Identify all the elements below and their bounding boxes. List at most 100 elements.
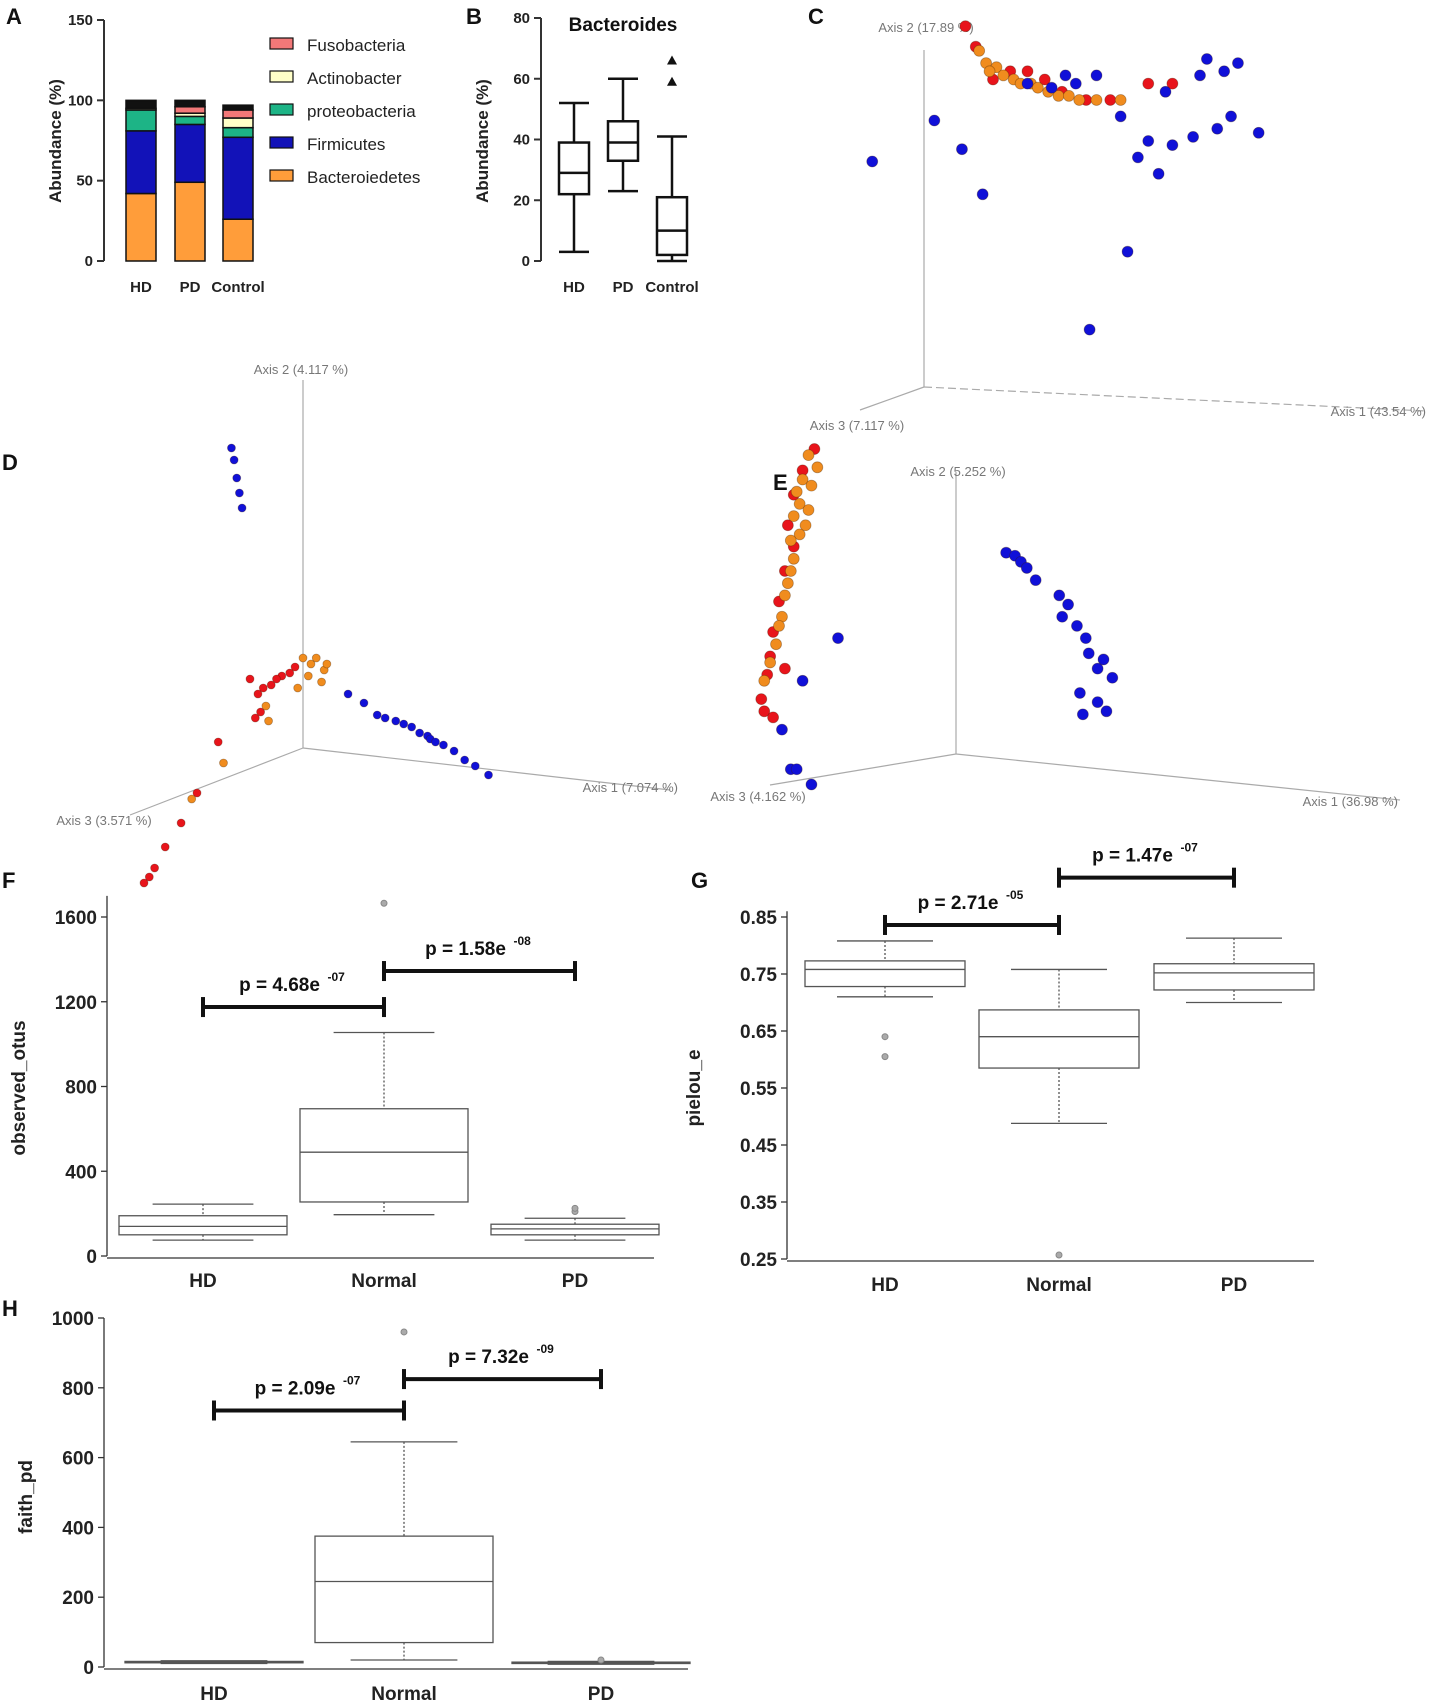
panel-a-stacked-bar-chart: 0 50 100 150 HD PD Control Abundance (%) Fusobac… <box>46 12 420 296</box>
x-tick-label: Normal <box>1026 1275 1091 1296</box>
axis-2-label: Axis 2 (17.89 %) <box>878 20 973 35</box>
y-tick-label: 100 <box>68 92 93 109</box>
outlier-point <box>380 899 388 907</box>
scatter-point <box>776 723 788 736</box>
y-tick-label: 1600 <box>55 908 97 929</box>
panel-e-pcoa-3d: Axis 2 (5.252 %) Axis 1 (36.98 %) Axis 3 (… <box>710 443 1401 809</box>
panel-label-g: G <box>691 868 708 893</box>
scatter-point <box>232 473 242 483</box>
scatter-point <box>306 659 316 669</box>
scatter-point <box>1211 122 1224 135</box>
axis-3-label: Axis 3 (7.117 %) <box>810 418 904 433</box>
axis-3-line <box>769 753 957 786</box>
y-tick-label: 200 <box>62 1588 94 1609</box>
scatter-point <box>1132 151 1144 164</box>
scatter-point <box>343 689 353 699</box>
y-tick-label: 20 <box>513 192 530 209</box>
y-tick-label: 0.85 <box>740 908 777 929</box>
scatter-point <box>1142 135 1155 147</box>
y-tick-label: 0.65 <box>740 1022 777 1043</box>
y-axis-label: Abundance (%) <box>46 79 65 203</box>
scatter-point <box>1059 69 1072 82</box>
y-tick-label: 0.45 <box>740 1136 777 1157</box>
x-tick-label: HD <box>189 1271 216 1292</box>
scatter-point <box>1029 574 1042 587</box>
y-tick-label: 60 <box>513 71 530 88</box>
scatter-point <box>781 519 794 532</box>
scatter-point <box>997 69 1010 82</box>
panel-label-f: F <box>2 868 15 893</box>
scatter-point <box>805 479 818 492</box>
y-tick-label: 0.25 <box>740 1250 777 1271</box>
scatter-point <box>234 488 244 498</box>
axis-3-line <box>129 747 304 816</box>
scatter-point <box>431 737 440 747</box>
legend-swatch <box>269 169 294 182</box>
outlier-point <box>571 1204 579 1212</box>
scatter-point <box>1063 90 1075 102</box>
box <box>299 1108 469 1203</box>
legend-swatch <box>269 37 294 50</box>
scatter-point <box>1100 705 1113 718</box>
box <box>557 141 591 196</box>
x-tick-label: PD <box>180 279 201 296</box>
outlier-point <box>667 76 677 86</box>
x-tick-label: Normal <box>371 1684 436 1705</box>
legend-swatch <box>269 103 294 116</box>
scatter-point <box>285 668 295 678</box>
y-axis-label: observed_otus <box>9 1020 30 1155</box>
outlier-point <box>667 55 677 65</box>
scatter-point <box>1038 73 1051 86</box>
scatter-point <box>311 653 321 663</box>
axis-3-line <box>859 386 925 411</box>
scatter-point <box>956 143 968 156</box>
bar-segment <box>125 99 157 110</box>
scatter-point <box>1159 85 1172 98</box>
scatter-point <box>976 188 989 201</box>
scatter-point <box>1252 126 1265 139</box>
outlier-point <box>1055 1251 1063 1259</box>
scatter-point <box>805 778 818 791</box>
scatter-point <box>811 461 824 474</box>
scatter-point <box>866 155 879 168</box>
y-tick-label: 1000 <box>52 1309 94 1330</box>
scatter-point <box>1021 65 1034 78</box>
scatter-point <box>293 683 303 693</box>
p-value-label: p = 2.09e <box>255 1378 336 1399</box>
scatter-point <box>790 485 803 498</box>
scatter-point <box>258 683 268 693</box>
scatter-point <box>767 711 779 724</box>
x-tick-label: HD <box>563 279 585 296</box>
scatter-point <box>160 842 170 852</box>
y-tick-label: 40 <box>513 132 530 149</box>
bar-segment <box>125 130 157 195</box>
bar-segment <box>222 126 254 139</box>
axis-3-label: Axis 3 (4.162 %) <box>710 789 805 804</box>
scatter-point <box>213 737 223 747</box>
bar-segment <box>125 192 157 262</box>
bar-segment <box>222 109 254 119</box>
panel-label-a: A <box>6 4 22 29</box>
scatter-point <box>372 710 382 720</box>
y-tick-label: 400 <box>65 1162 97 1183</box>
scatter-point <box>264 716 273 726</box>
scatter-point <box>1056 610 1069 623</box>
axis-1-line <box>302 747 671 791</box>
scatter-point <box>1082 647 1095 660</box>
box <box>1153 963 1315 991</box>
scatter-point <box>764 656 777 669</box>
scatter-point <box>758 705 771 718</box>
y-tick-label: 800 <box>65 1078 97 1099</box>
y-tick-label: 150 <box>68 12 93 29</box>
scatter-point <box>1090 69 1103 82</box>
scatter-point <box>1142 77 1155 90</box>
y-tick-label: 0 <box>83 1658 94 1679</box>
scatter-point <box>758 674 771 687</box>
x-tick-label: Control <box>211 279 264 296</box>
scatter-point <box>799 519 812 532</box>
scatter-point <box>261 701 271 711</box>
scatter-point <box>779 662 791 675</box>
y-tick-label: 0 <box>85 253 93 270</box>
scatter-point <box>784 534 797 547</box>
bar-segment <box>222 136 254 220</box>
